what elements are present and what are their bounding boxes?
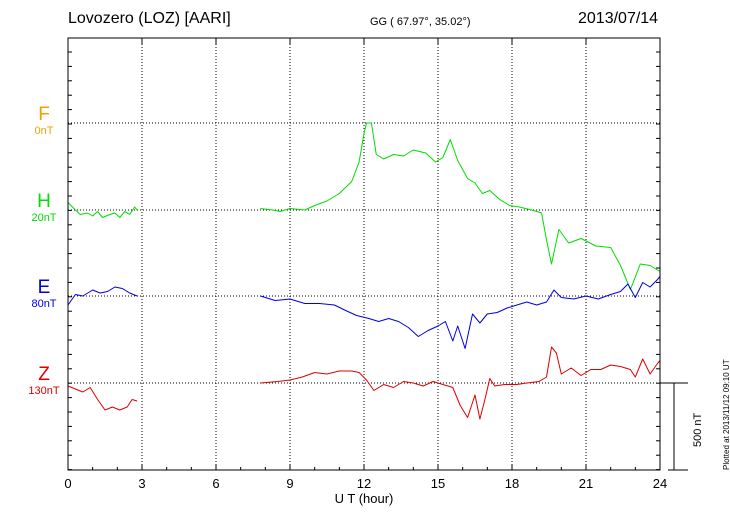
x-tick-label: 15 bbox=[431, 476, 445, 491]
series-h-line bbox=[260, 122, 661, 290]
chart-date: 2013/07/14 bbox=[578, 10, 659, 27]
series-e-line bbox=[67, 286, 138, 306]
component-label-z: Z 130nT bbox=[14, 365, 74, 398]
x-tick-label: 6 bbox=[212, 476, 219, 491]
component-offset: 20nT bbox=[31, 212, 57, 224]
x-tick-label: 21 bbox=[579, 476, 593, 491]
component-letter: H bbox=[37, 191, 51, 212]
grid-lines bbox=[68, 38, 660, 470]
x-tick-label: 18 bbox=[505, 476, 519, 491]
component-label-e: E 80nT bbox=[14, 278, 74, 311]
component-letter: E bbox=[37, 277, 51, 298]
component-offset: 0nT bbox=[34, 125, 54, 137]
series-z-line bbox=[260, 346, 661, 420]
x-tick-label: 12 bbox=[357, 476, 371, 491]
x-tick-label: 0 bbox=[64, 476, 71, 491]
geographic-coordinates: GG ( 67.97°, 35.02°) bbox=[370, 16, 471, 28]
series-e-line bbox=[260, 276, 661, 349]
component-letter: Z bbox=[38, 364, 50, 385]
series-z-line bbox=[67, 385, 138, 411]
scale-bar-label: 500 nT bbox=[692, 412, 704, 447]
x-tick-label: 3 bbox=[138, 476, 145, 491]
series-lines bbox=[67, 122, 661, 420]
component-offset: 130nT bbox=[28, 385, 60, 397]
x-axis-label: U T (hour) bbox=[335, 491, 394, 506]
plotted-timestamp: Plotted at 2013/11/12 09:10 UT bbox=[722, 359, 730, 470]
x-tick-label: 24 bbox=[653, 476, 667, 491]
x-tick-label: 9 bbox=[286, 476, 293, 491]
axes: 0 3 6 9 12 15 18 21 24 U T (hour) bbox=[64, 37, 667, 506]
component-letter: F bbox=[38, 104, 50, 125]
station-title: Lovozero (LOZ) [AARI] bbox=[68, 10, 231, 27]
scale-bar bbox=[660, 382, 688, 471]
component-label-f: F 0nT bbox=[14, 105, 74, 138]
series-h-line bbox=[67, 202, 138, 218]
component-label-h: H 20nT bbox=[14, 192, 74, 225]
component-offset: 80nT bbox=[31, 298, 57, 310]
